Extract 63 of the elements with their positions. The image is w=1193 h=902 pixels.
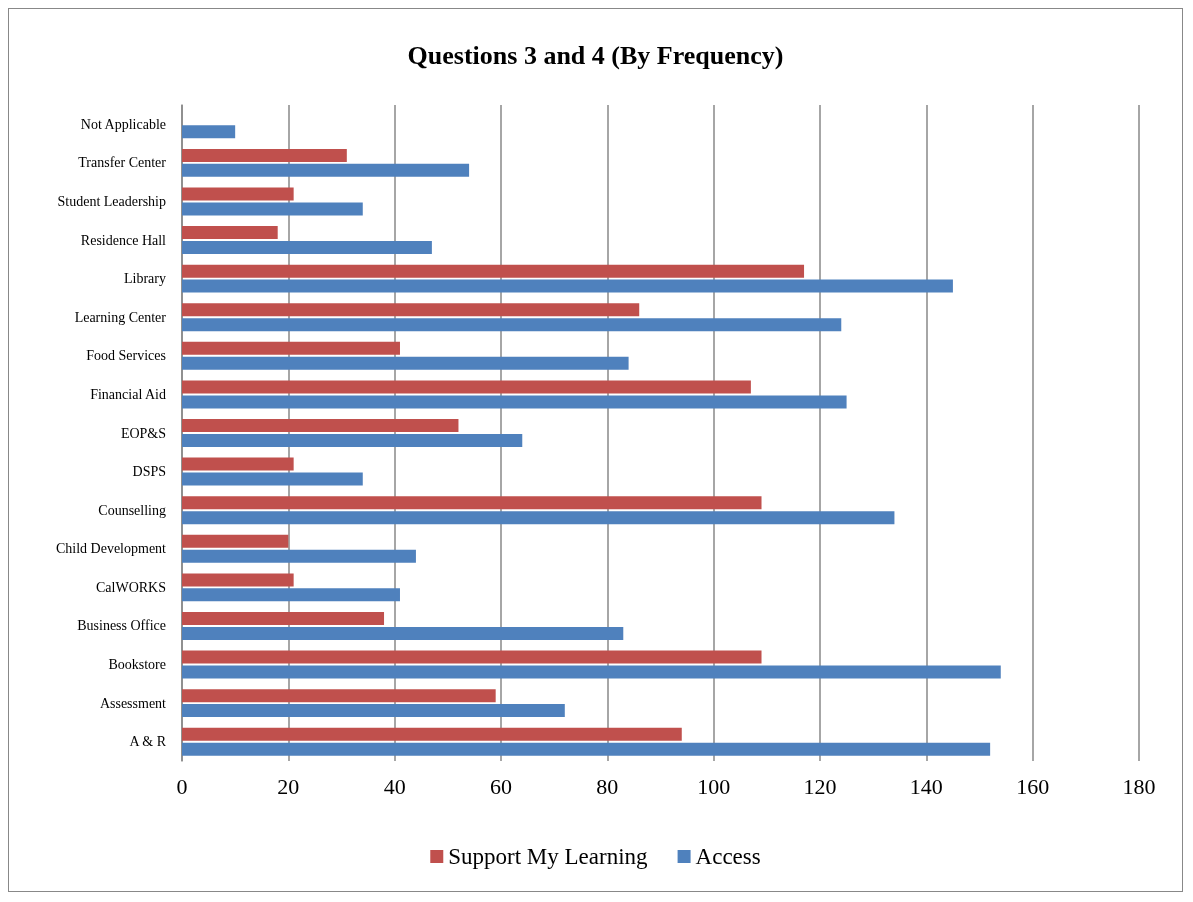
x-tick-label: 0 <box>176 773 188 799</box>
bar <box>182 457 294 471</box>
bar <box>182 742 991 756</box>
bar <box>182 303 640 317</box>
bar <box>182 511 895 525</box>
x-tick-label: 180 <box>1122 773 1156 799</box>
y-tick-label: Library <box>124 271 166 287</box>
y-tick-label: Student Leadership <box>57 193 166 209</box>
bar <box>182 356 629 370</box>
bar <box>182 588 400 602</box>
y-tick-label: Child Development <box>55 541 167 557</box>
y-tick-label: Counselling <box>98 502 166 518</box>
legend-label: Access <box>695 844 761 869</box>
bar <box>182 704 565 718</box>
bar <box>182 611 385 625</box>
y-tick-label: DSPS <box>132 464 166 480</box>
x-tick-label: 120 <box>803 773 837 799</box>
bar <box>182 573 294 587</box>
y-tick-label: Not Applicable <box>80 116 166 132</box>
x-tick-label: 40 <box>383 773 406 799</box>
bar <box>182 125 236 139</box>
bar <box>182 496 762 510</box>
bar <box>182 433 523 447</box>
bar <box>182 626 624 640</box>
bar <box>182 187 294 201</box>
bar <box>182 727 682 741</box>
y-tick-label: Assessment <box>99 695 167 711</box>
bar <box>182 380 751 394</box>
y-tick-label: CalWORKS <box>96 579 166 595</box>
bar <box>182 148 347 162</box>
bar <box>182 419 459 433</box>
bar <box>182 549 416 563</box>
y-tick-label: Food Services <box>86 348 166 364</box>
x-tick-label: 100 <box>697 773 731 799</box>
bar <box>182 341 400 355</box>
bar <box>182 241 432 255</box>
y-tick-label: Transfer Center <box>78 155 167 171</box>
bar <box>182 395 847 409</box>
x-tick-label: 140 <box>909 773 943 799</box>
bar <box>182 163 470 177</box>
x-tick-label: 20 <box>277 773 300 799</box>
bar <box>182 689 496 703</box>
y-tick-label: Bookstore <box>108 657 166 673</box>
x-tick-label: 60 <box>490 773 512 799</box>
x-tick-label: 160 <box>1016 773 1050 799</box>
y-tick-label: Learning Center <box>74 309 167 325</box>
bar <box>182 202 363 216</box>
bar <box>182 264 805 278</box>
bar <box>182 665 1001 679</box>
legend-label: Support My Learning <box>448 844 649 869</box>
y-tick-label: Financial Aid <box>90 386 166 402</box>
chart-title: Questions 3 and 4 (By Frequency) <box>407 40 784 70</box>
x-tick-label: 80 <box>596 773 619 799</box>
bar <box>182 472 363 486</box>
y-tick-label: Residence Hall <box>80 232 167 248</box>
bar <box>182 318 842 332</box>
y-tick-label: A & R <box>129 734 167 750</box>
bar <box>182 534 289 548</box>
y-tick-label: Business Office <box>77 618 166 634</box>
y-tick-label: EOP&S <box>120 425 166 441</box>
bar <box>182 279 953 293</box>
bar <box>182 650 762 664</box>
bar <box>182 226 278 240</box>
